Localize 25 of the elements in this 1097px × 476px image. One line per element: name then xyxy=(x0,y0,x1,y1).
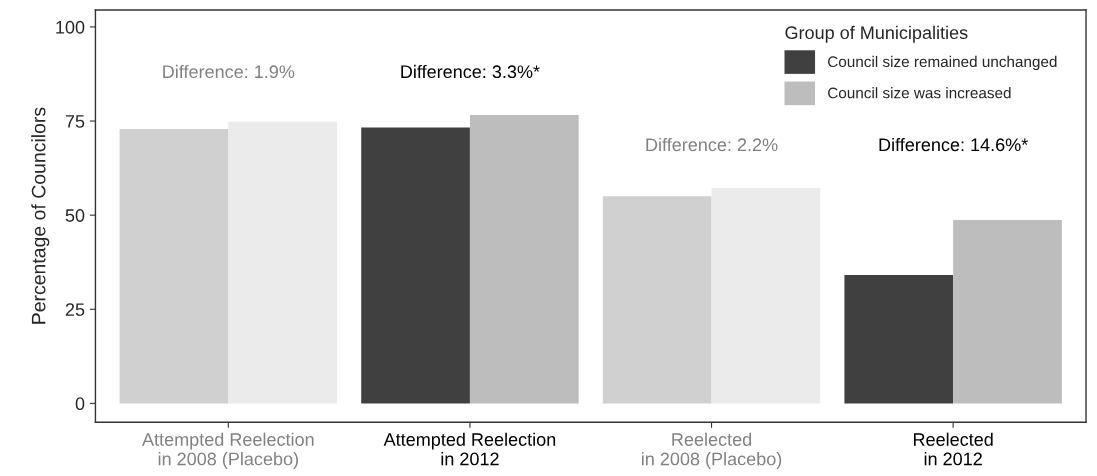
bar xyxy=(119,128,229,404)
y-tick-label: 25 xyxy=(65,303,85,316)
bar xyxy=(711,188,821,404)
legend-label: Council size remained unchanged xyxy=(828,55,1057,71)
y-axis-title: Percentage of Councilors xyxy=(31,107,50,324)
x-tick-label: Reelected in 2012 xyxy=(913,432,993,466)
bar xyxy=(953,220,1062,404)
y-tick-label: 75 xyxy=(65,115,85,128)
bar xyxy=(844,275,954,404)
x-tick-label: Reelected in 2008 (Placebo) xyxy=(641,432,782,469)
y-tick-label: 100 xyxy=(56,20,85,34)
legend-title: Group of Municipalities xyxy=(785,25,968,43)
legend-label: Council size was increased xyxy=(828,87,1011,99)
x-tick-label: Attempted Reelection in 2012 xyxy=(383,432,556,466)
y-tick-label: 50 xyxy=(65,209,85,222)
annotation: Difference: 1.9% xyxy=(163,64,295,79)
bar xyxy=(361,127,470,404)
bar xyxy=(228,121,338,404)
annotation: Difference: 14.6%* xyxy=(879,137,1028,152)
x-tick-label: Attempted Reelection in 2008 (Placebo) xyxy=(142,432,314,469)
annotation: Difference: 2.2% xyxy=(646,137,778,152)
annotation: Difference: 3.3%* xyxy=(401,64,540,79)
bar xyxy=(469,115,579,404)
y-tick-label: 0 xyxy=(75,397,85,411)
bar xyxy=(602,196,712,404)
